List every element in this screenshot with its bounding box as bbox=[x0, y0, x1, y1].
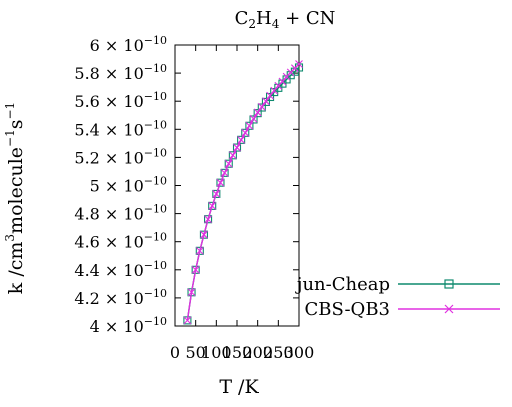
data-point-cbs-qb3 bbox=[241, 128, 250, 137]
y-tick-label: 4.8 × 10−10 bbox=[74, 203, 167, 224]
data-point-jun-cheap bbox=[241, 128, 250, 137]
data-point-jun-cheap bbox=[249, 115, 258, 124]
legend-marker-jun-cheap bbox=[444, 279, 454, 289]
y-tick-label: 4.2 × 10−10 bbox=[74, 287, 167, 308]
legend-entry-jun-cheap: jun-Cheap bbox=[295, 274, 500, 295]
data-point-jun-cheap bbox=[216, 178, 225, 187]
data-point-cbs-qb3 bbox=[191, 265, 200, 274]
y-tick-label: 5.8 × 10−10 bbox=[74, 62, 167, 83]
data-point-cbs-qb3 bbox=[187, 288, 196, 297]
data-point-cbs-qb3 bbox=[249, 114, 258, 123]
x-tick-label: 250 bbox=[263, 343, 294, 362]
series-jun-cheap bbox=[183, 63, 304, 325]
data-point-cbs-qb3 bbox=[224, 159, 233, 168]
data-point-jun-cheap bbox=[208, 201, 217, 210]
y-tick-label: 4 × 10−10 bbox=[90, 315, 167, 336]
chart-title: C2H4 + CN bbox=[235, 8, 336, 31]
y-tick-label: 5.6 × 10−10 bbox=[74, 90, 167, 111]
data-point-cbs-qb3 bbox=[220, 168, 229, 177]
data-point-jun-cheap bbox=[261, 97, 270, 106]
data-point-jun-cheap bbox=[228, 151, 237, 160]
data-point-cbs-qb3 bbox=[208, 201, 217, 210]
data-point-cbs-qb3 bbox=[266, 91, 274, 100]
legend-marker-cbs-qb3 bbox=[444, 304, 454, 314]
y-tick-label: 5.4 × 10−10 bbox=[74, 118, 167, 139]
data-point-jun-cheap bbox=[274, 83, 283, 92]
y-tick-label: 5 × 10−10 bbox=[90, 175, 167, 196]
data-point-jun-cheap bbox=[224, 159, 233, 168]
y-tick-label: 4.4 × 10−10 bbox=[74, 259, 167, 280]
data-point-cbs-qb3 bbox=[253, 108, 262, 117]
data-point-cbs-qb3 bbox=[295, 60, 303, 68]
y-tick-label: 4.6 × 10−10 bbox=[74, 231, 167, 252]
y-tick-label: 5.2 × 10−10 bbox=[74, 146, 167, 167]
data-point-cbs-qb3 bbox=[233, 143, 241, 152]
data-point-cbs-qb3 bbox=[262, 97, 270, 106]
x-tick-label: 200 bbox=[242, 343, 273, 362]
data-point-jun-cheap bbox=[220, 168, 229, 177]
data-point-cbs-qb3 bbox=[200, 230, 208, 239]
data-point-cbs-qb3 bbox=[228, 151, 237, 160]
series-layer bbox=[183, 60, 304, 325]
data-point-cbs-qb3 bbox=[195, 246, 204, 255]
x-tick-label: 0 bbox=[170, 343, 180, 362]
data-point-jun-cheap bbox=[204, 215, 213, 224]
data-point-jun-cheap bbox=[266, 92, 275, 102]
series-line-cbs-qb3 bbox=[186, 63, 300, 321]
data-point-jun-cheap bbox=[278, 79, 287, 88]
series-line-jun-cheap bbox=[186, 66, 300, 321]
x-tick-label: 100 bbox=[201, 343, 232, 362]
data-point-cbs-qb3 bbox=[216, 178, 225, 187]
data-point-jun-cheap bbox=[232, 143, 242, 152]
data-point-jun-cheap bbox=[257, 103, 266, 112]
x-axis-label: T /K bbox=[219, 376, 259, 398]
data-point-jun-cheap bbox=[245, 121, 254, 130]
data-point-cbs-qb3 bbox=[183, 316, 192, 325]
legend-label-jun-cheap: jun-Cheap bbox=[295, 274, 390, 295]
x-tick-label: 50 bbox=[185, 343, 205, 362]
data-point-cbs-qb3 bbox=[278, 77, 287, 86]
data-point-cbs-qb3 bbox=[204, 215, 212, 224]
legend-label-cbs-qb3: CBS-QB3 bbox=[304, 299, 390, 320]
data-point-jun-cheap bbox=[253, 109, 262, 118]
data-point-jun-cheap bbox=[237, 135, 246, 144]
x-tick-label: 300 bbox=[284, 343, 315, 362]
series-cbs-qb3 bbox=[183, 60, 303, 325]
data-point-cbs-qb3 bbox=[257, 102, 266, 111]
data-point-cbs-qb3 bbox=[245, 121, 254, 130]
data-point-jun-cheap bbox=[212, 189, 221, 198]
data-point-jun-cheap bbox=[199, 230, 208, 239]
x-tick-label: 150 bbox=[222, 343, 253, 362]
legend-entry-cbs-qb3: CBS-QB3 bbox=[304, 299, 500, 320]
y-axis-label: k /cm3molecule−1s−1 bbox=[3, 102, 27, 294]
data-point-jun-cheap bbox=[270, 88, 279, 97]
data-point-cbs-qb3 bbox=[270, 86, 279, 95]
data-point-jun-cheap bbox=[195, 246, 204, 255]
data-point-cbs-qb3 bbox=[237, 135, 246, 144]
data-point-cbs-qb3 bbox=[212, 190, 221, 198]
y-tick-label: 6 × 10−10 bbox=[90, 34, 167, 55]
legend: jun-Cheap CBS-QB3 bbox=[295, 274, 500, 320]
